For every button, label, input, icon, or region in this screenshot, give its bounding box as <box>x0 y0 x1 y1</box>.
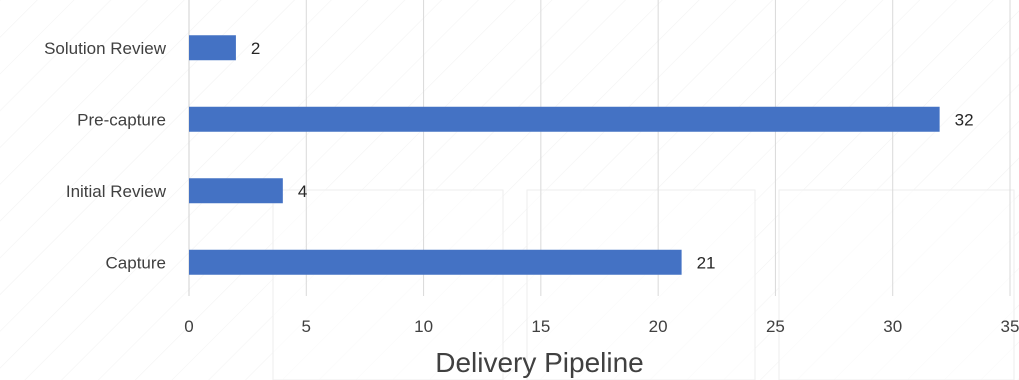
value-axis: 0 5 10 15 20 25 30 35 <box>184 317 1019 336</box>
bar <box>189 178 283 204</box>
gridlines <box>305 0 1011 296</box>
bar-value-label: 4 <box>298 182 307 201</box>
category-label: Pre-capture <box>77 110 166 129</box>
x-tick-label: 15 <box>531 317 550 336</box>
bar <box>189 106 940 132</box>
bars <box>189 35 940 275</box>
x-tick-label: 5 <box>302 317 311 336</box>
bar-value-label: 21 <box>697 253 716 272</box>
bar <box>189 35 236 61</box>
x-tick-label: 10 <box>414 317 433 336</box>
x-tick-label: 35 <box>1001 317 1019 336</box>
category-label: Initial Review <box>66 182 167 201</box>
category-axis: Solution Review Pre-capture Initial Review… <box>44 39 167 273</box>
bar-value-label: 2 <box>251 39 260 58</box>
category-label: Solution Review <box>44 39 167 58</box>
x-tick-label: 30 <box>883 317 902 336</box>
bar-value-label: 32 <box>955 110 974 129</box>
category-label: Capture <box>106 253 166 272</box>
x-tick-label: 25 <box>766 317 785 336</box>
data-labels: 2 32 4 21 <box>251 39 974 273</box>
bar <box>189 249 682 275</box>
x-tick-label: 0 <box>184 317 193 336</box>
x-axis-title: Delivery Pipeline <box>435 347 644 378</box>
x-tick-label: 20 <box>649 317 668 336</box>
